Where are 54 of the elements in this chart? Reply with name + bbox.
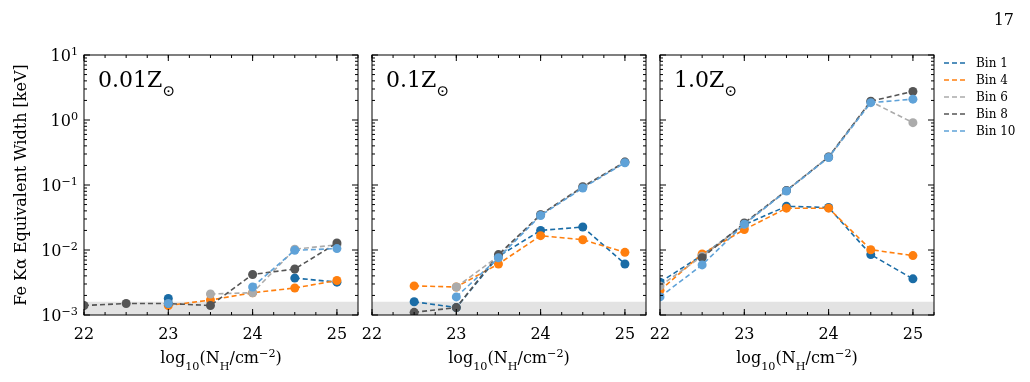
legend-label: Bin 4 — [976, 73, 1009, 88]
x-axis-title: log$_{10}$(N$_{H}$/cm$^{−2}$) — [160, 346, 282, 373]
point — [578, 222, 588, 232]
x-tick-label: 25 — [614, 324, 636, 343]
point — [578, 235, 588, 245]
point — [451, 292, 461, 302]
point — [536, 231, 546, 241]
point — [866, 245, 876, 255]
y-tick-label: 10$^{−3}$ — [41, 304, 78, 325]
point — [121, 299, 131, 309]
x-tick-label: 24 — [242, 324, 263, 343]
point — [908, 251, 918, 261]
point — [620, 259, 630, 269]
point — [248, 282, 258, 292]
legend-label: Bin 1 — [976, 56, 1008, 71]
point — [409, 281, 419, 291]
point — [409, 297, 419, 307]
text: 0.01Z$_{⊙}$ — [98, 67, 176, 100]
point — [290, 264, 300, 274]
x-tick-label: 22 — [361, 324, 383, 343]
legend-label: Bin 10 — [976, 124, 1016, 139]
point — [290, 273, 300, 283]
x-tick-label: 24 — [818, 324, 839, 343]
point — [205, 301, 215, 310]
y-tick-label: 10$^{0}$ — [50, 109, 78, 130]
x-axis-title: log$_{10}$(N$_{H}$/cm$^{−2}$) — [448, 346, 570, 373]
point — [248, 269, 258, 279]
x-tick-label: 25 — [902, 324, 924, 343]
point — [620, 247, 630, 257]
point — [908, 118, 918, 128]
point — [908, 274, 918, 284]
text: 17 — [993, 10, 1014, 29]
legend-label: Bin 6 — [976, 90, 1008, 105]
x-axis-title: log$_{10}$(N$_{H}$/cm$^{−2}$) — [736, 346, 858, 373]
x-tick-label: 23 — [158, 324, 179, 343]
x-tick-label: 24 — [530, 324, 551, 343]
point — [332, 244, 342, 254]
x-tick-label: 23 — [734, 324, 755, 343]
text: 1.0Z$_{⊙}$ — [674, 67, 738, 100]
point — [908, 86, 918, 96]
point — [697, 260, 707, 270]
y-tick-label: 10$^{−2}$ — [41, 239, 78, 260]
text: 0.1Z$_{⊙}$ — [386, 67, 450, 100]
y-tick-label: 10$^{1}$ — [50, 44, 78, 65]
x-tick-label: 23 — [446, 324, 467, 343]
x-tick-label: 22 — [649, 324, 671, 343]
point — [205, 289, 215, 299]
legend-label: Bin 8 — [976, 107, 1008, 122]
x-tick-label: 22 — [73, 324, 95, 343]
y-axis-title: Fe Kα Equivalent Width [keV] — [11, 64, 30, 306]
y-tick-label: 10$^{−1}$ — [41, 174, 78, 195]
point — [908, 94, 918, 104]
point — [290, 283, 300, 293]
x-tick-label: 25 — [326, 324, 348, 343]
